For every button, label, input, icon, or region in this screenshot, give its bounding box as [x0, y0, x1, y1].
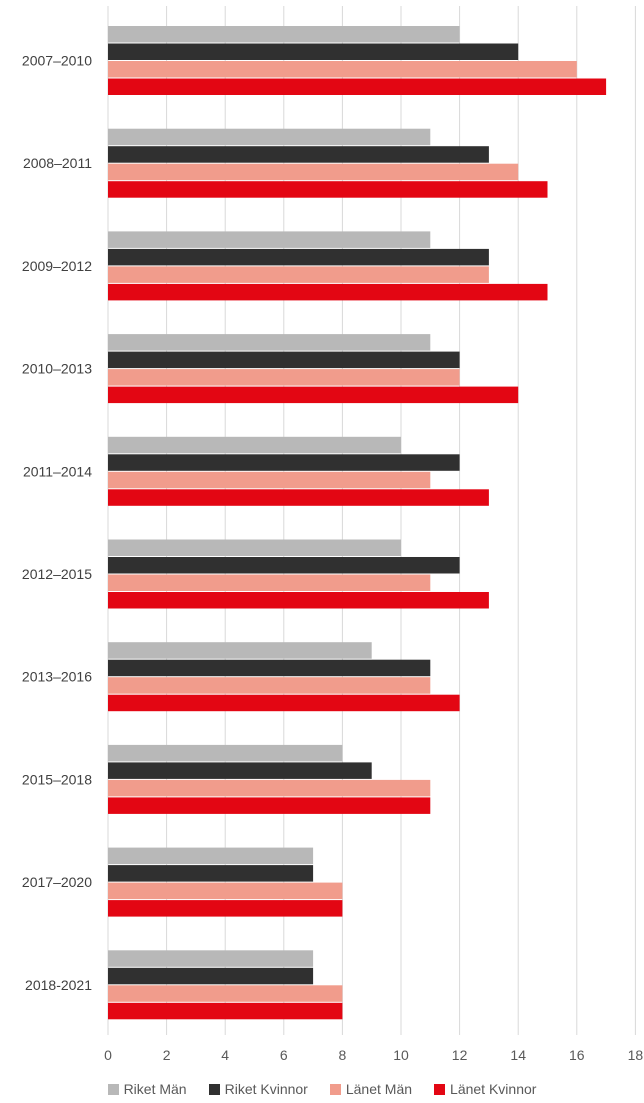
- bar: [108, 1002, 343, 1020]
- bar: [108, 642, 372, 659]
- legend-swatch-riket-man: [107, 1083, 119, 1095]
- x-tick-label: 8: [339, 1047, 347, 1063]
- legend-swatch-lanet-kvinnor: [434, 1083, 446, 1095]
- category-label: 2017–2020: [22, 874, 92, 890]
- legend-swatch-lanet-man: [329, 1083, 341, 1095]
- bar: [108, 797, 431, 814]
- x-tick-label: 6: [280, 1047, 288, 1063]
- bar: [108, 762, 372, 779]
- bar: [108, 369, 460, 386]
- bar: [108, 592, 489, 609]
- legend-item-lanet-man: Länet Män: [329, 1081, 413, 1097]
- category-label: 2007–2010: [22, 53, 92, 69]
- bar: [108, 334, 431, 351]
- bar: [108, 231, 431, 248]
- bar: [108, 26, 460, 43]
- legend-label-riket-man: Riket Män: [123, 1081, 187, 1097]
- legend-label-lanet-kvinnor: Länet Kvinnor: [450, 1081, 537, 1097]
- legend-label-riket-kvinnor: Riket Kvinnor: [224, 1081, 308, 1097]
- bar: [108, 61, 577, 78]
- legend-label-lanet-man: Länet Män: [345, 1081, 413, 1097]
- bar: [108, 967, 314, 985]
- bar: [108, 163, 519, 181]
- category-label: 2011–2014: [23, 463, 92, 479]
- bar: [108, 266, 489, 283]
- bar: [108, 779, 431, 797]
- bar: [108, 882, 343, 900]
- bar: [108, 43, 519, 60]
- bar: [108, 146, 489, 163]
- bar: [108, 744, 343, 762]
- bar: [108, 181, 548, 198]
- x-tick-label: 14: [510, 1047, 526, 1063]
- legend-item-riket-man: Riket Män: [107, 1081, 187, 1097]
- bar: [108, 78, 607, 95]
- bar: [108, 436, 401, 454]
- bar: [108, 454, 460, 471]
- legend-item-lanet-kvinnor: Länet Kvinnor: [434, 1081, 536, 1097]
- bar: [108, 574, 431, 591]
- category-label: 2010–2013: [22, 361, 92, 377]
- x-tick-label: 0: [104, 1047, 112, 1063]
- x-tick-label: 2: [163, 1047, 171, 1063]
- category-label: 2018-2021: [25, 977, 92, 993]
- bar: [108, 694, 460, 712]
- bar: [108, 539, 401, 556]
- category-label: 2013–2016: [22, 669, 92, 685]
- bar: [108, 900, 343, 917]
- category-label: 2008–2011: [23, 155, 92, 171]
- bar: [108, 557, 460, 574]
- bar-chart: 2007–2010 2008–2011 2009–2012 2010–2013 2011…: [22, 6, 643, 1063]
- legend-swatch-riket-kvinnor: [208, 1083, 220, 1095]
- x-tick-label: 18: [628, 1047, 644, 1063]
- category-label: 2012–2015: [22, 566, 92, 582]
- bar: [108, 985, 343, 1002]
- bar: [108, 248, 489, 266]
- bar: [108, 950, 314, 967]
- legend-item-riket-kvinnor: Riket Kvinnor: [208, 1081, 308, 1097]
- x-tick-label: 10: [393, 1047, 409, 1063]
- bar: [108, 677, 431, 694]
- bar: [108, 128, 431, 146]
- category-label: 2015–2018: [22, 771, 92, 787]
- x-tick-label: 16: [569, 1047, 585, 1063]
- category-label: 2009–2012: [22, 258, 92, 274]
- bar: [108, 351, 460, 369]
- x-tick-labels: 0 2 4 6 8 10 12 14 16 18: [104, 1047, 643, 1063]
- bars: [108, 26, 607, 1020]
- bar: [108, 489, 489, 506]
- x-tick-label: 4: [221, 1047, 229, 1063]
- bar: [108, 283, 548, 301]
- category-labels: 2007–2010 2008–2011 2009–2012 2010–2013 2011…: [22, 53, 92, 993]
- legend: Riket Män Riket Kvinnor Länet Män Länet …: [0, 1078, 644, 1100]
- x-tick-label: 12: [452, 1047, 468, 1063]
- bar: [108, 471, 431, 489]
- bar: [108, 847, 314, 865]
- bar: [108, 659, 431, 677]
- bar: [108, 865, 314, 882]
- bar: [108, 386, 519, 404]
